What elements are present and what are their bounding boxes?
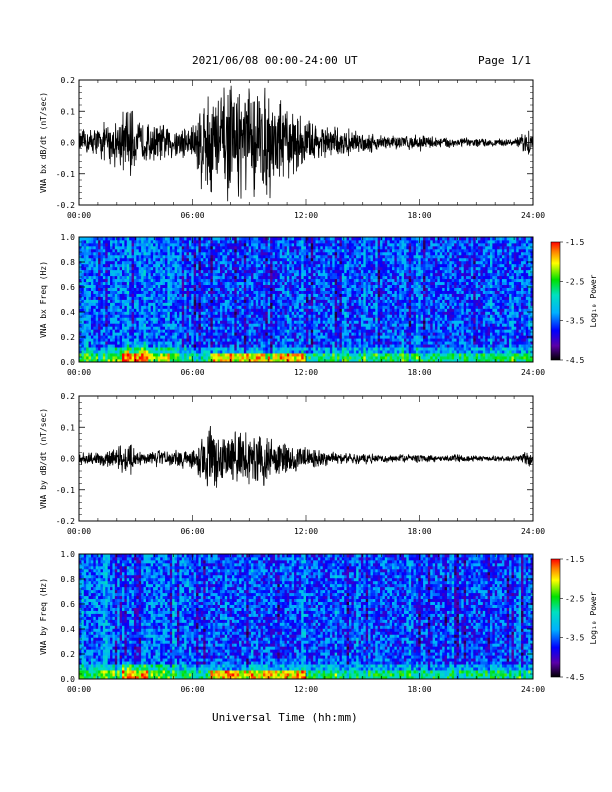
y-tick-label: 0.0 [61,139,76,148]
colorbar-label: Log₁₀ Power [589,591,598,644]
x-tick-label: 12:00 [294,527,318,536]
x-tick-label: 06:00 [180,211,204,220]
signal-trace-1 [78,85,534,202]
x-tick-label: 06:00 [180,527,204,536]
y-tick-label: 0.0 [61,675,76,684]
y-tick-label: 0.8 [61,575,76,584]
x-tick-label: 18:00 [407,527,431,536]
y-tick-label: 0.4 [61,625,76,634]
y-axis-label: VNA bx dB/dt (nT/sec) [39,92,48,193]
date-range-title: 2021/06/08 00:00-24:00 UT [192,54,358,67]
x-tick-label: 18:00 [407,368,431,377]
y-tick-label: -0.1 [56,486,75,495]
y-tick-label: 0.1 [61,423,76,432]
y-tick-label: 0.6 [61,600,76,609]
x-axis-label: Universal Time (hh:mm) [212,711,358,724]
y-axis-label: VNA by dB/dt (nT/sec) [39,408,48,509]
x-tick-label: 00:00 [67,527,91,536]
x-tick-label: 18:00 [407,685,431,694]
x-tick-label: 00:00 [67,368,91,377]
colorbar-tick-label: -3.5 [565,317,584,326]
colorbar-tick-label: -4.5 [565,356,584,365]
colorbar-tick-label: -2.5 [565,277,584,286]
y-tick-label: -0.1 [56,170,75,179]
colorbar-tick-label: -1.5 [565,555,584,564]
y-tick-label: 1.0 [61,233,76,242]
x-tick-label: 00:00 [67,685,91,694]
colorbar-label: Log₁₀ Power [589,274,598,327]
x-tick-label: 06:00 [180,685,204,694]
y-axis-label: VNA bx Freq (Hz) [39,261,48,338]
signal-trace-3 [78,425,534,488]
x-tick-label: 12:00 [294,685,318,694]
y-tick-label: 0.2 [61,333,76,342]
colorbar-tick-label: -4.5 [565,673,584,682]
x-tick-label: 18:00 [407,211,431,220]
x-tick-label: 12:00 [294,368,318,377]
x-tick-label: 24:00 [521,368,545,377]
colorbar-4 [550,558,561,678]
y-tick-label: 0.0 [61,358,76,367]
x-tick-label: 24:00 [521,527,545,536]
y-tick-label: 0.0 [61,455,76,464]
y-tick-label: -0.2 [56,201,75,210]
y-tick-label: 1.0 [61,550,76,559]
x-tick-label: 06:00 [180,368,204,377]
colorbar-2 [550,241,561,361]
page-indicator: Page 1/1 [478,54,531,67]
colorbar-tick-label: -3.5 [565,634,584,643]
x-tick-label: 00:00 [67,211,91,220]
y-tick-label: 0.2 [61,392,76,401]
y-tick-label: 0.1 [61,107,76,116]
colorbar-tick-label: -1.5 [565,238,584,247]
x-tick-label: 24:00 [521,685,545,694]
y-tick-label: 0.8 [61,258,76,267]
y-tick-label: 0.2 [61,76,76,85]
spectrogram-4 [79,554,534,680]
colorbar-tick-label: -2.5 [565,594,584,603]
y-axis-label: VNA by Freq (Hz) [39,578,48,655]
spectrogram-2 [79,237,534,363]
x-tick-label: 12:00 [294,211,318,220]
y-tick-label: -0.2 [56,517,75,526]
y-tick-label: 0.2 [61,650,76,659]
y-tick-label: 0.6 [61,283,76,292]
x-tick-label: 24:00 [521,211,545,220]
y-tick-label: 0.4 [61,308,76,317]
